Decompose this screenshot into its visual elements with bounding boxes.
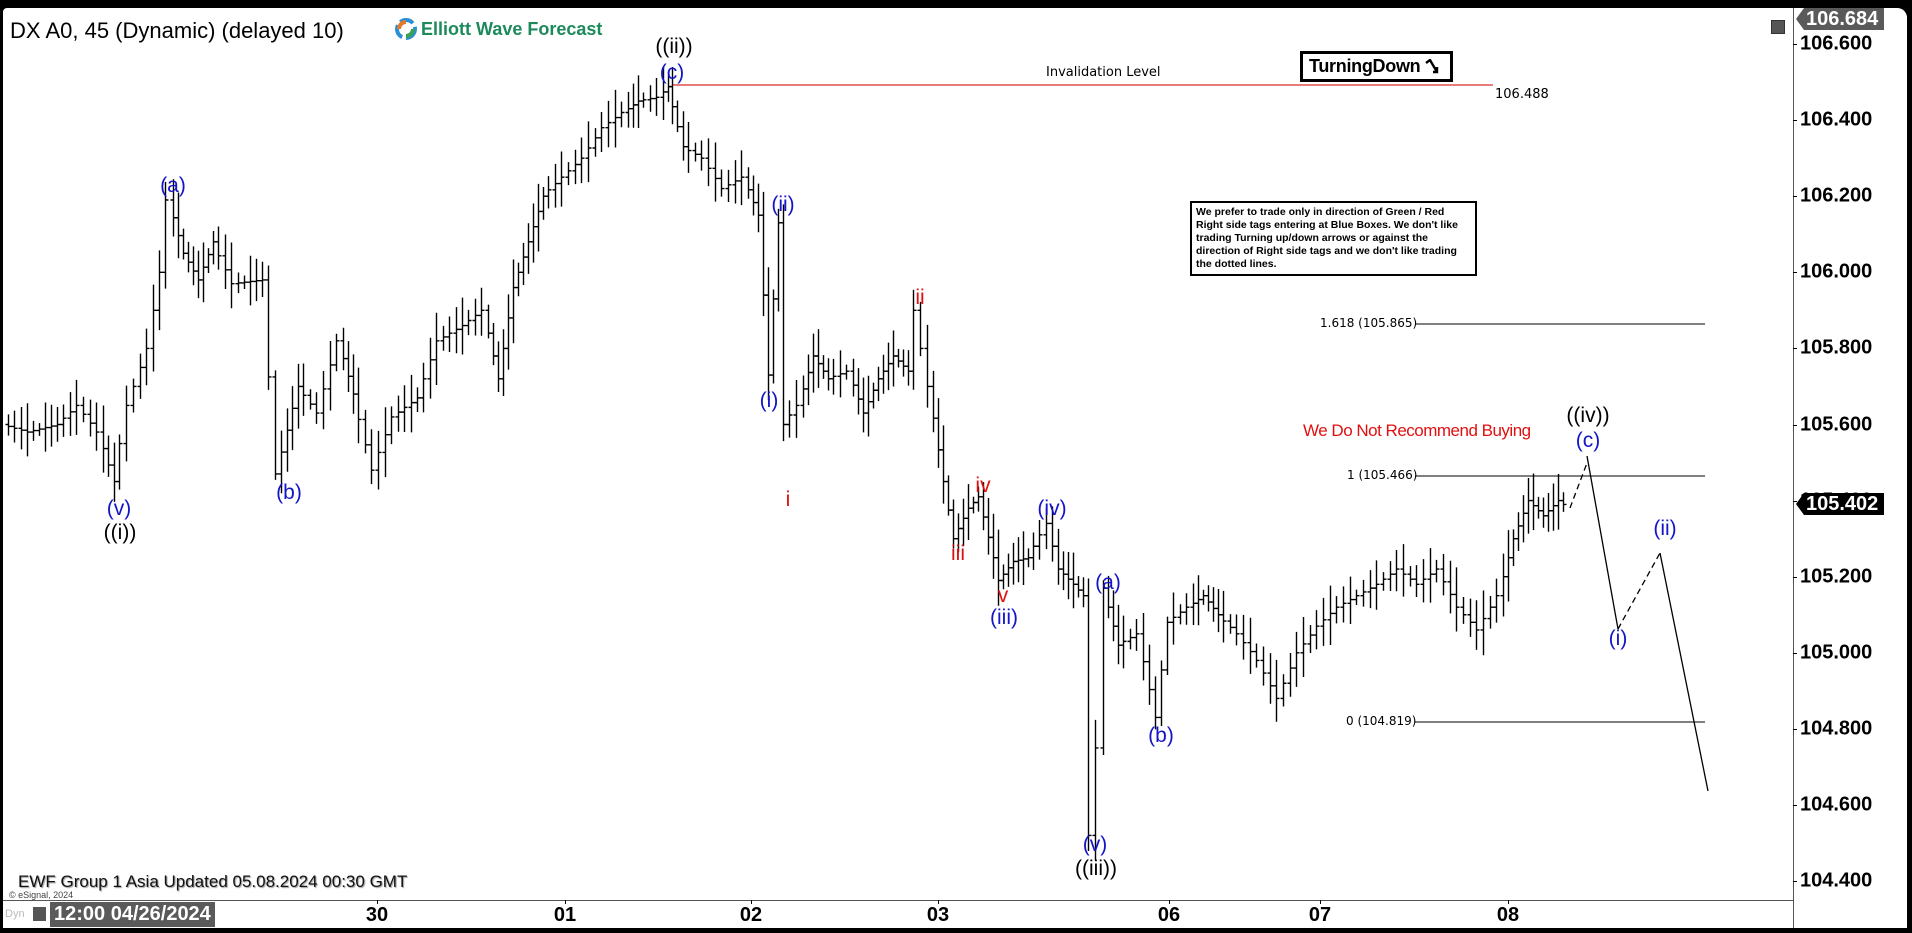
price-tick-mark xyxy=(1793,805,1797,806)
date-label: 03 xyxy=(926,904,950,926)
update-timestamp: EWF Group 1 Asia Updated 05.08.2024 00:3… xyxy=(18,872,408,891)
price-tick-mark xyxy=(1793,348,1797,350)
price-tick-label: 105.000 xyxy=(1800,641,1873,664)
wave-label: (a) xyxy=(160,174,186,197)
price-tick-mark xyxy=(1793,652,1797,654)
time-axis[interactable]: Dyn 12:00 04/26/2024 30 01 02 03 06 07 08 xyxy=(3,900,1793,928)
date-tick xyxy=(1169,900,1170,904)
date-label: 08 xyxy=(1496,904,1520,926)
date-label: 30 xyxy=(365,904,389,926)
chart-title: DX A0, 45 (Dynamic) (delayed 10) xyxy=(10,18,344,43)
arrow-down-right-icon xyxy=(1425,58,1439,73)
fib-label-0: 0 (104.819) xyxy=(1346,714,1417,728)
price-tick-label: 106.200 xyxy=(1800,184,1873,207)
invalidation-value: 106.488 xyxy=(1495,87,1549,102)
price-tick-label: 104.800 xyxy=(1800,717,1873,740)
date-tick xyxy=(751,900,752,904)
date-label: 01 xyxy=(553,904,577,926)
trading-note: We prefer to trade only in direction of … xyxy=(1190,201,1477,276)
wave-label: ((iii)) xyxy=(1075,857,1117,880)
wave-label: ((ii)) xyxy=(655,35,693,58)
price-tick-mark xyxy=(1793,120,1797,122)
price-tick-mark xyxy=(1793,44,1797,45)
wave-label: i xyxy=(785,488,791,511)
invalidation-label: Invalidation Level xyxy=(1046,65,1161,80)
wave-label: (ii) xyxy=(771,193,795,216)
top-price-tag: 106.684 xyxy=(1796,8,1885,30)
cursor-date: 12:00 04/26/2024 xyxy=(50,902,215,927)
brand-logo: Elliott Wave Forecast xyxy=(395,18,602,40)
wave-label: (c) xyxy=(659,61,685,84)
date-tick xyxy=(1320,900,1321,904)
lock-icon[interactable] xyxy=(33,907,46,921)
wave-label: (i) xyxy=(1608,627,1628,650)
wave-label: (b) xyxy=(1148,724,1174,747)
chart-panel[interactable]: DX A0, 45 (Dynamic) (delayed 10) Elliott… xyxy=(3,8,1907,928)
price-tick-label: 106.000 xyxy=(1800,260,1873,283)
date-label: 06 xyxy=(1157,904,1181,926)
price-tick-label: 105.200 xyxy=(1800,565,1873,588)
wave-label: (ii) xyxy=(1653,517,1677,540)
price-tick-label: 105.800 xyxy=(1800,336,1873,359)
wave-label: (iv) xyxy=(1037,497,1067,520)
turning-label: TurningDown xyxy=(1309,56,1421,76)
date-label: 07 xyxy=(1308,904,1332,926)
price-tick-label: 106.600 xyxy=(1800,32,1873,55)
wave-label: ii xyxy=(915,286,925,309)
restore-window-icon[interactable] xyxy=(1771,20,1785,34)
current-price-tag: 105.402 xyxy=(1796,493,1885,515)
wave-label: (v) xyxy=(106,497,132,520)
wave-label: (iii) xyxy=(990,606,1018,629)
no-buy-warning: We Do Not Recommend Buying xyxy=(1303,421,1531,440)
wave-label: (a) xyxy=(1095,571,1121,594)
price-tick-mark xyxy=(1793,728,1797,730)
price-axis[interactable]: 106.600 106.400 106.200 106.000 105.800 105.6… xyxy=(1793,8,1907,928)
price-tick-label: 105.600 xyxy=(1800,413,1873,435)
dyn-label: Dyn xyxy=(5,908,25,920)
price-tick-mark xyxy=(1793,881,1797,883)
wave-label: (c) xyxy=(1575,429,1601,452)
wave-label: v xyxy=(997,584,1009,607)
copyright: © eSignal, 2024 xyxy=(9,890,74,900)
price-tick-mark xyxy=(1793,272,1797,274)
ohlc-bars xyxy=(5,66,1567,861)
price-tick-mark xyxy=(1793,424,1797,426)
date-tick xyxy=(938,900,939,904)
wave-label: (b) xyxy=(276,481,302,504)
wave-label: (i) xyxy=(759,389,779,412)
wave-label: iii xyxy=(951,542,965,565)
wave-projection xyxy=(1569,455,1709,792)
wave-label: ((iv)) xyxy=(1566,404,1610,427)
brand-name: Elliott Wave Forecast xyxy=(421,18,603,39)
price-tick-mark xyxy=(1793,576,1797,578)
wave-label: ((i)) xyxy=(103,521,137,544)
wave-label: iv xyxy=(975,474,991,497)
ewf-logo-icon xyxy=(395,18,417,40)
date-label: 02 xyxy=(739,904,763,926)
price-tick-label: 104.600 xyxy=(1800,793,1873,816)
price-tick-mark xyxy=(1793,196,1797,198)
wave-label: (v) xyxy=(1082,833,1108,856)
price-plot[interactable] xyxy=(3,8,1793,900)
fib-label-1618: 1.618 (105.865) xyxy=(1320,316,1418,330)
date-tick xyxy=(565,900,566,904)
price-tick-mark xyxy=(1793,500,1797,502)
price-tick-label: 106.400 xyxy=(1800,108,1873,131)
fib-label-1: 1 (105.466) xyxy=(1347,468,1418,482)
date-tick xyxy=(377,900,378,904)
price-tick-label: 104.400 xyxy=(1800,869,1873,892)
turning-down-badge: TurningDown xyxy=(1300,51,1454,82)
date-tick xyxy=(1508,900,1509,904)
